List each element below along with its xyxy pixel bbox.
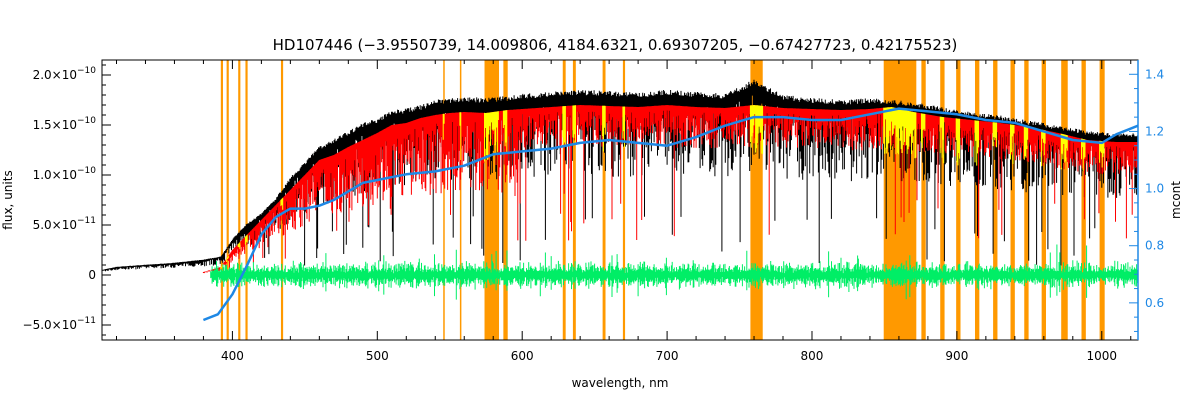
masked-region-3 <box>245 60 248 340</box>
masked-region-2 <box>238 60 241 340</box>
masked-model-fill-9 <box>562 106 566 145</box>
y-tick-label-right: 0.6 <box>1145 296 1164 310</box>
masked-model-fill-19 <box>992 122 998 148</box>
masked-region-11 <box>602 60 606 340</box>
masked-model-fill-10 <box>572 105 576 144</box>
x-tick-label: 700 <box>656 349 679 363</box>
masked-region-8 <box>503 60 508 340</box>
x-tick-label: 1000 <box>1087 349 1118 363</box>
y-tick-label-left: 1.5×10−10 <box>33 116 97 132</box>
y-tick-label-left: 5.0×10−11 <box>33 216 96 232</box>
masked-region-20 <box>1010 60 1015 340</box>
masked-model-fill-18 <box>974 120 979 166</box>
continuum-layer <box>202 107 1139 322</box>
masked-region-24 <box>1081 60 1086 340</box>
chart-title: HD107446 (−3.9550739, 14.009806, 4184.63… <box>273 36 958 54</box>
masked-model-fill-25 <box>1099 140 1105 168</box>
masked-region-1 <box>226 60 229 340</box>
y-tick-label-right: 1.4 <box>1145 67 1164 81</box>
masked-region-16 <box>940 60 945 340</box>
masked-model-fill-11 <box>602 105 606 152</box>
masked-model-fill-8 <box>502 110 508 153</box>
masked-model-fill-22 <box>1041 129 1046 167</box>
x-tick-label: 600 <box>511 349 534 363</box>
masked-model-fill-7 <box>484 111 499 162</box>
model-flux-layer <box>202 105 1139 274</box>
masked-region-5 <box>443 60 445 340</box>
x-tick-label: 800 <box>801 349 824 363</box>
y-axis-left: −5.0×10−11 0 5.0×10−11 1.0×10−10 1.5×10−10 2.… <box>23 64 111 336</box>
masked-region-15 <box>921 60 926 340</box>
masked-model-fill-24 <box>1081 138 1086 171</box>
x-axis-label: wavelength, nm <box>572 376 669 390</box>
masked-model-fill-2 <box>237 242 241 250</box>
masked-model-fill-3 <box>244 234 248 245</box>
x-tick-label: 500 <box>366 349 389 363</box>
masked-region-25 <box>1099 60 1105 340</box>
masked-model-fill-5 <box>442 113 445 140</box>
masked-region-10 <box>572 60 576 340</box>
x-tick-label: 400 <box>221 349 244 363</box>
masked-model-fill-1 <box>226 255 229 262</box>
y-tick-label-left: −5.0×10−11 <box>23 316 96 332</box>
y-axis-right-label: mcont <box>1169 181 1183 219</box>
masked-region-9 <box>562 60 566 340</box>
y-tick-label-right: 1.2 <box>1145 124 1164 138</box>
continuum-series <box>202 107 1139 322</box>
masked-model-fill-16 <box>939 116 945 164</box>
x-tick-label: 900 <box>945 349 968 363</box>
masked-model-fill-17 <box>955 118 961 166</box>
y-tick-label-right: 0.8 <box>1145 239 1164 253</box>
masked-region-12 <box>622 60 626 340</box>
y-tick-label-right: 1.0 <box>1145 182 1164 196</box>
y-tick-label-left: 1.0×10−10 <box>33 166 97 182</box>
masked-region-22 <box>1041 60 1046 340</box>
residual-layer <box>210 244 1139 300</box>
x-axis: 400 500 600 700 800 900 1000 <box>115 60 1132 363</box>
masked-model-fill-4 <box>280 197 284 210</box>
y-tick-label-left: 0 <box>88 268 96 282</box>
masked-region-17 <box>956 60 961 340</box>
masked-region-0 <box>220 60 223 340</box>
masked-model-fill-23 <box>1060 133 1068 170</box>
masked-region-23 <box>1061 60 1068 340</box>
y-axis-left-label: flux, units <box>1 170 15 229</box>
y-axis-right: 0.6 0.8 1.0 1.2 1.4 <box>1129 60 1164 340</box>
plot-area <box>101 59 1139 341</box>
masked-region-21 <box>1024 60 1029 340</box>
masked-model-fill-6 <box>459 112 462 160</box>
masked-region-19 <box>993 60 998 340</box>
masked-model-fill-20 <box>1010 124 1015 164</box>
masked-region-6 <box>459 60 462 340</box>
masked-model-fill-15 <box>920 113 926 149</box>
residual-series <box>210 244 1139 300</box>
masked-model-fill-21 <box>1023 126 1029 160</box>
y-tick-label-left: 2.0×10−10 <box>33 66 97 82</box>
masked-model-fill-14 <box>883 107 917 159</box>
